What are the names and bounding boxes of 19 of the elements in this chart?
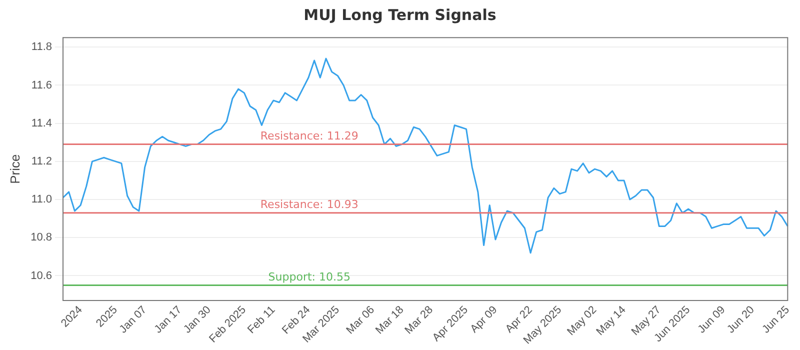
x-tick-label: Jan 07 xyxy=(117,304,150,336)
x-tick-label: Jun 25 xyxy=(760,304,792,336)
y-tick-label: 11.0 xyxy=(31,194,52,206)
x-tick-label: Apr 09 xyxy=(468,304,500,336)
ref-line-label: Resistance: 10.93 xyxy=(260,198,358,212)
y-axis-title: Price xyxy=(7,154,22,184)
y-tick-label: 11.8 xyxy=(31,41,52,54)
chart-title: MUJ Long Term Signals xyxy=(302,6,498,26)
x-tick-label: Jun 20 xyxy=(725,304,757,336)
x-tick-label: Jan 17 xyxy=(152,304,184,336)
x-tick-label: Feb 11 xyxy=(246,304,278,336)
y-tick-label: 10.8 xyxy=(30,232,52,244)
y-tick-label: 11.6 xyxy=(31,79,52,92)
y-tick-label: 11.4 xyxy=(31,117,52,130)
ref-line-label: Support: 10.55 xyxy=(268,270,350,284)
y-tick-label: 11.2 xyxy=(31,155,52,168)
x-tick-label: Jun 09 xyxy=(696,304,728,336)
ref-line-label: Resistance: 11.29 xyxy=(260,130,358,143)
y-tick-label: 10.6 xyxy=(30,270,52,282)
